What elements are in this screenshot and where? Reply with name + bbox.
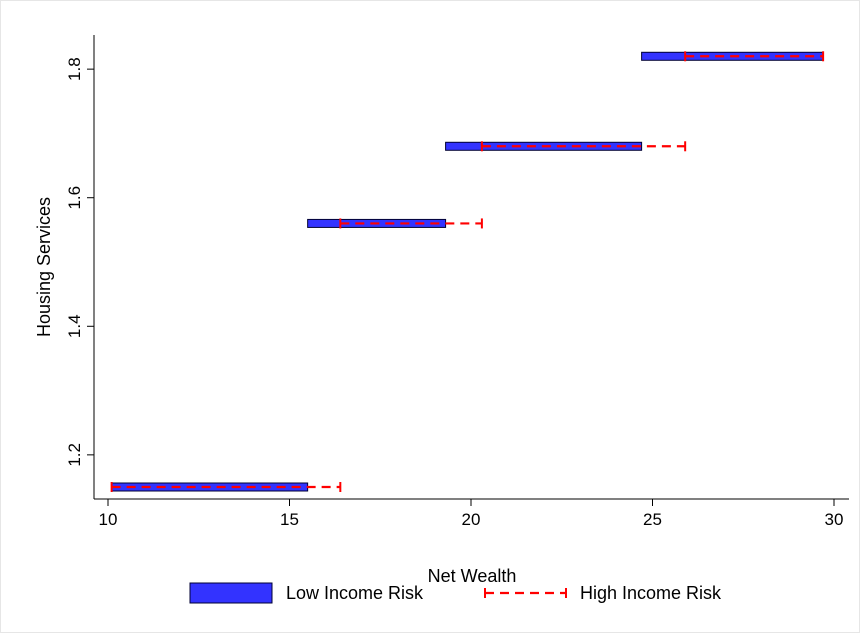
legend-swatch-low-risk [189, 582, 273, 604]
x-axis-title: Net Wealth [428, 566, 517, 586]
x-tick-label: 10 [99, 510, 118, 529]
y-tick-label: 1.2 [65, 443, 84, 467]
y-tick-label: 1.8 [65, 57, 84, 81]
axes: 10 15 20 25 30 1.2 1.4 1.6 1.8 [65, 35, 849, 529]
chart-marks [110, 51, 825, 492]
x-tick-label: 25 [643, 510, 662, 529]
legend: Low Income Risk High Income Risk [189, 582, 722, 604]
y-tick-label: 1.4 [65, 314, 84, 338]
y-axis-title: Housing Services [34, 197, 54, 337]
legend-label-low-risk: Low Income Risk [286, 583, 424, 603]
x-tick-label: 20 [462, 510, 481, 529]
legend-label-high-risk: High Income Risk [580, 583, 722, 603]
x-tick-label: 15 [280, 510, 299, 529]
x-tick-label: 30 [825, 510, 844, 529]
y-tick-label: 1.6 [65, 186, 84, 210]
